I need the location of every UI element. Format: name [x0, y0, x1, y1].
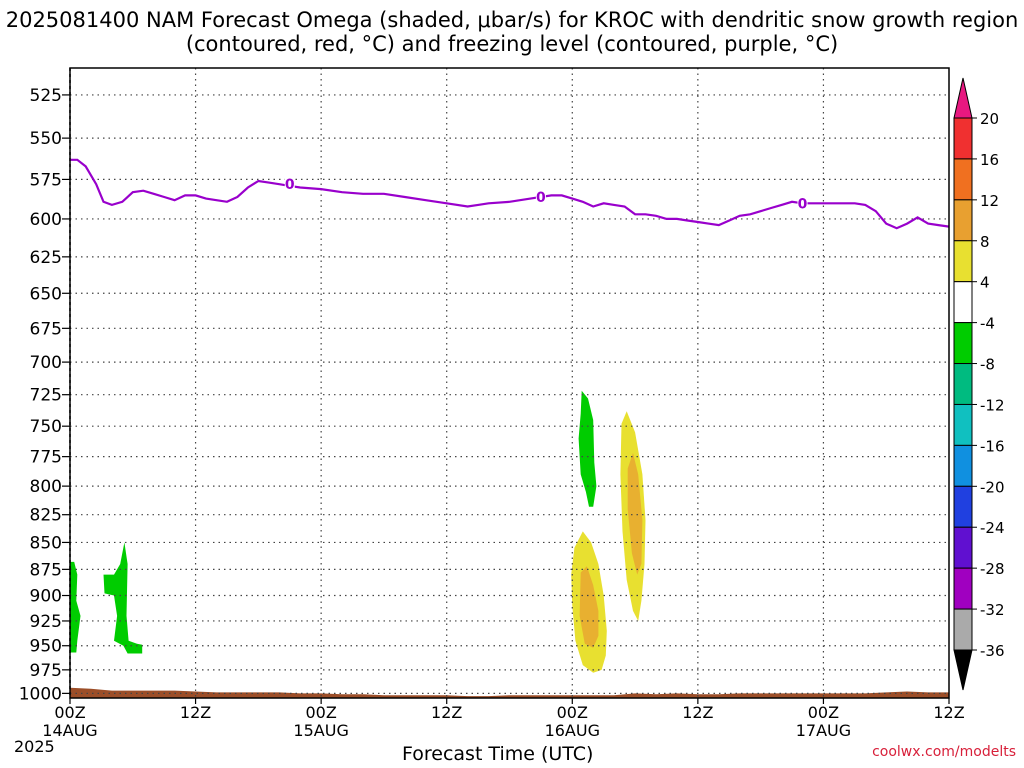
y-tick-label-675: 675	[30, 319, 62, 339]
colorbar-label-2: 16	[980, 151, 999, 169]
y-tick-label-900: 900	[30, 587, 62, 607]
y-tick-label-525: 525	[30, 86, 62, 106]
colorbar-box-2	[953, 158, 973, 201]
y-tick-label-825: 825	[30, 506, 62, 526]
colorbar-label-14: -36	[980, 642, 1005, 660]
colorbar-box-10	[953, 485, 973, 528]
source-credit[interactable]: coolwx.com/modelts	[872, 744, 1016, 760]
colorbar-label-3: 12	[980, 192, 999, 210]
y-tick-label-625: 625	[30, 248, 62, 268]
y-tick-label-925: 925	[30, 612, 62, 632]
colorbar-box-1	[953, 117, 973, 160]
colorbar-box-6	[953, 322, 973, 365]
omega-region-7	[627, 453, 643, 575]
colorbar-box-4	[953, 240, 973, 283]
colorbar-top-arrow	[953, 77, 973, 119]
terrain-fill	[70, 687, 949, 698]
colorbar-box-5	[953, 281, 973, 324]
y-tick-label-650: 650	[30, 284, 62, 304]
colorbar-label-8: -12	[980, 396, 1005, 414]
x-tick-time-label-48h: 00Z	[557, 703, 588, 722]
colorbar-label-5: 4	[980, 274, 990, 292]
freezing-level-line	[70, 158, 950, 230]
y-tick-label-600: 600	[30, 210, 62, 230]
freezing-level-label-1: 0	[285, 177, 295, 193]
omega-region-5	[579, 566, 599, 648]
colorbar-box-12	[953, 567, 973, 610]
x-tick-date-label-0h: 14AUG	[42, 721, 97, 740]
colorbar-label-7: -8	[980, 356, 995, 374]
y-tick-label-1000: 1000	[19, 684, 62, 704]
y-tick-label-775: 775	[30, 448, 62, 468]
y-tick-label-550: 550	[30, 129, 62, 149]
colorbar-bottom-arrow	[953, 649, 973, 691]
colorbar-box-13	[953, 608, 973, 651]
colorbar-label-4: 8	[980, 233, 990, 251]
y-tick-label-950: 950	[30, 637, 62, 657]
x-tick-time-label-0h: 00Z	[54, 703, 85, 722]
colorbar-box-9	[953, 444, 973, 487]
omega-region-2	[103, 542, 143, 654]
x-tick-date-label-48h: 16AUG	[545, 721, 600, 740]
freezing-level-label-3: 0	[798, 196, 808, 212]
y-tick-label-875: 875	[30, 560, 62, 580]
x-tick-time-label-24h: 00Z	[305, 703, 336, 722]
colorbar-label-12: -28	[980, 560, 1005, 578]
x-tick-time-label-72h: 00Z	[808, 703, 839, 722]
y-tick-label-800: 800	[30, 477, 62, 497]
x-tick-time-label-60h: 12Z	[682, 703, 713, 722]
colorbar-label-10: -20	[980, 478, 1005, 496]
colorbar-box-11	[953, 526, 973, 569]
colorbar-label-1: 20	[980, 110, 999, 128]
start-year-label: 2025	[14, 737, 55, 756]
colorbar-label-11: -24	[980, 519, 1005, 537]
x-tick-time-label-12h: 12Z	[180, 703, 211, 722]
freezing-level-label-bg-2	[535, 189, 546, 205]
y-tick-label-750: 750	[30, 417, 62, 437]
x-tick-time-label-36h: 12Z	[431, 703, 462, 722]
plot-frame	[69, 67, 950, 699]
chart-title: 2025081400 NAM Forecast Omega (shaded, μ…	[5, 8, 1019, 56]
freezing-level-label-2: 0	[536, 190, 546, 206]
colorbar-box-7	[953, 363, 973, 405]
omega-region-1	[70, 561, 81, 653]
freezing-level-label-bg-1	[284, 176, 295, 192]
freezing-level-label-bg-3	[797, 195, 808, 211]
colorbar-label-13: -32	[980, 601, 1005, 619]
x-tick-date-label-24h: 15AUG	[293, 721, 348, 740]
y-tick-label-575: 575	[30, 170, 62, 190]
x-axis-label: Forecast Time (UTC)	[402, 743, 594, 765]
x-tick-date-label-72h: 17AUG	[796, 721, 851, 740]
x-tick-time-label-84h: 12Z	[933, 703, 964, 722]
omega-region-3	[578, 390, 597, 507]
y-tick-label-975: 975	[30, 661, 62, 681]
colorbar-box-3	[953, 199, 973, 242]
y-tick-label-700: 700	[30, 353, 62, 373]
colorbar-label-6: -4	[980, 315, 995, 333]
y-tick-label-850: 850	[30, 533, 62, 553]
colorbar-box-8	[953, 403, 973, 446]
y-tick-label-725: 725	[30, 386, 62, 406]
colorbar-label-9: -16	[980, 437, 1005, 455]
